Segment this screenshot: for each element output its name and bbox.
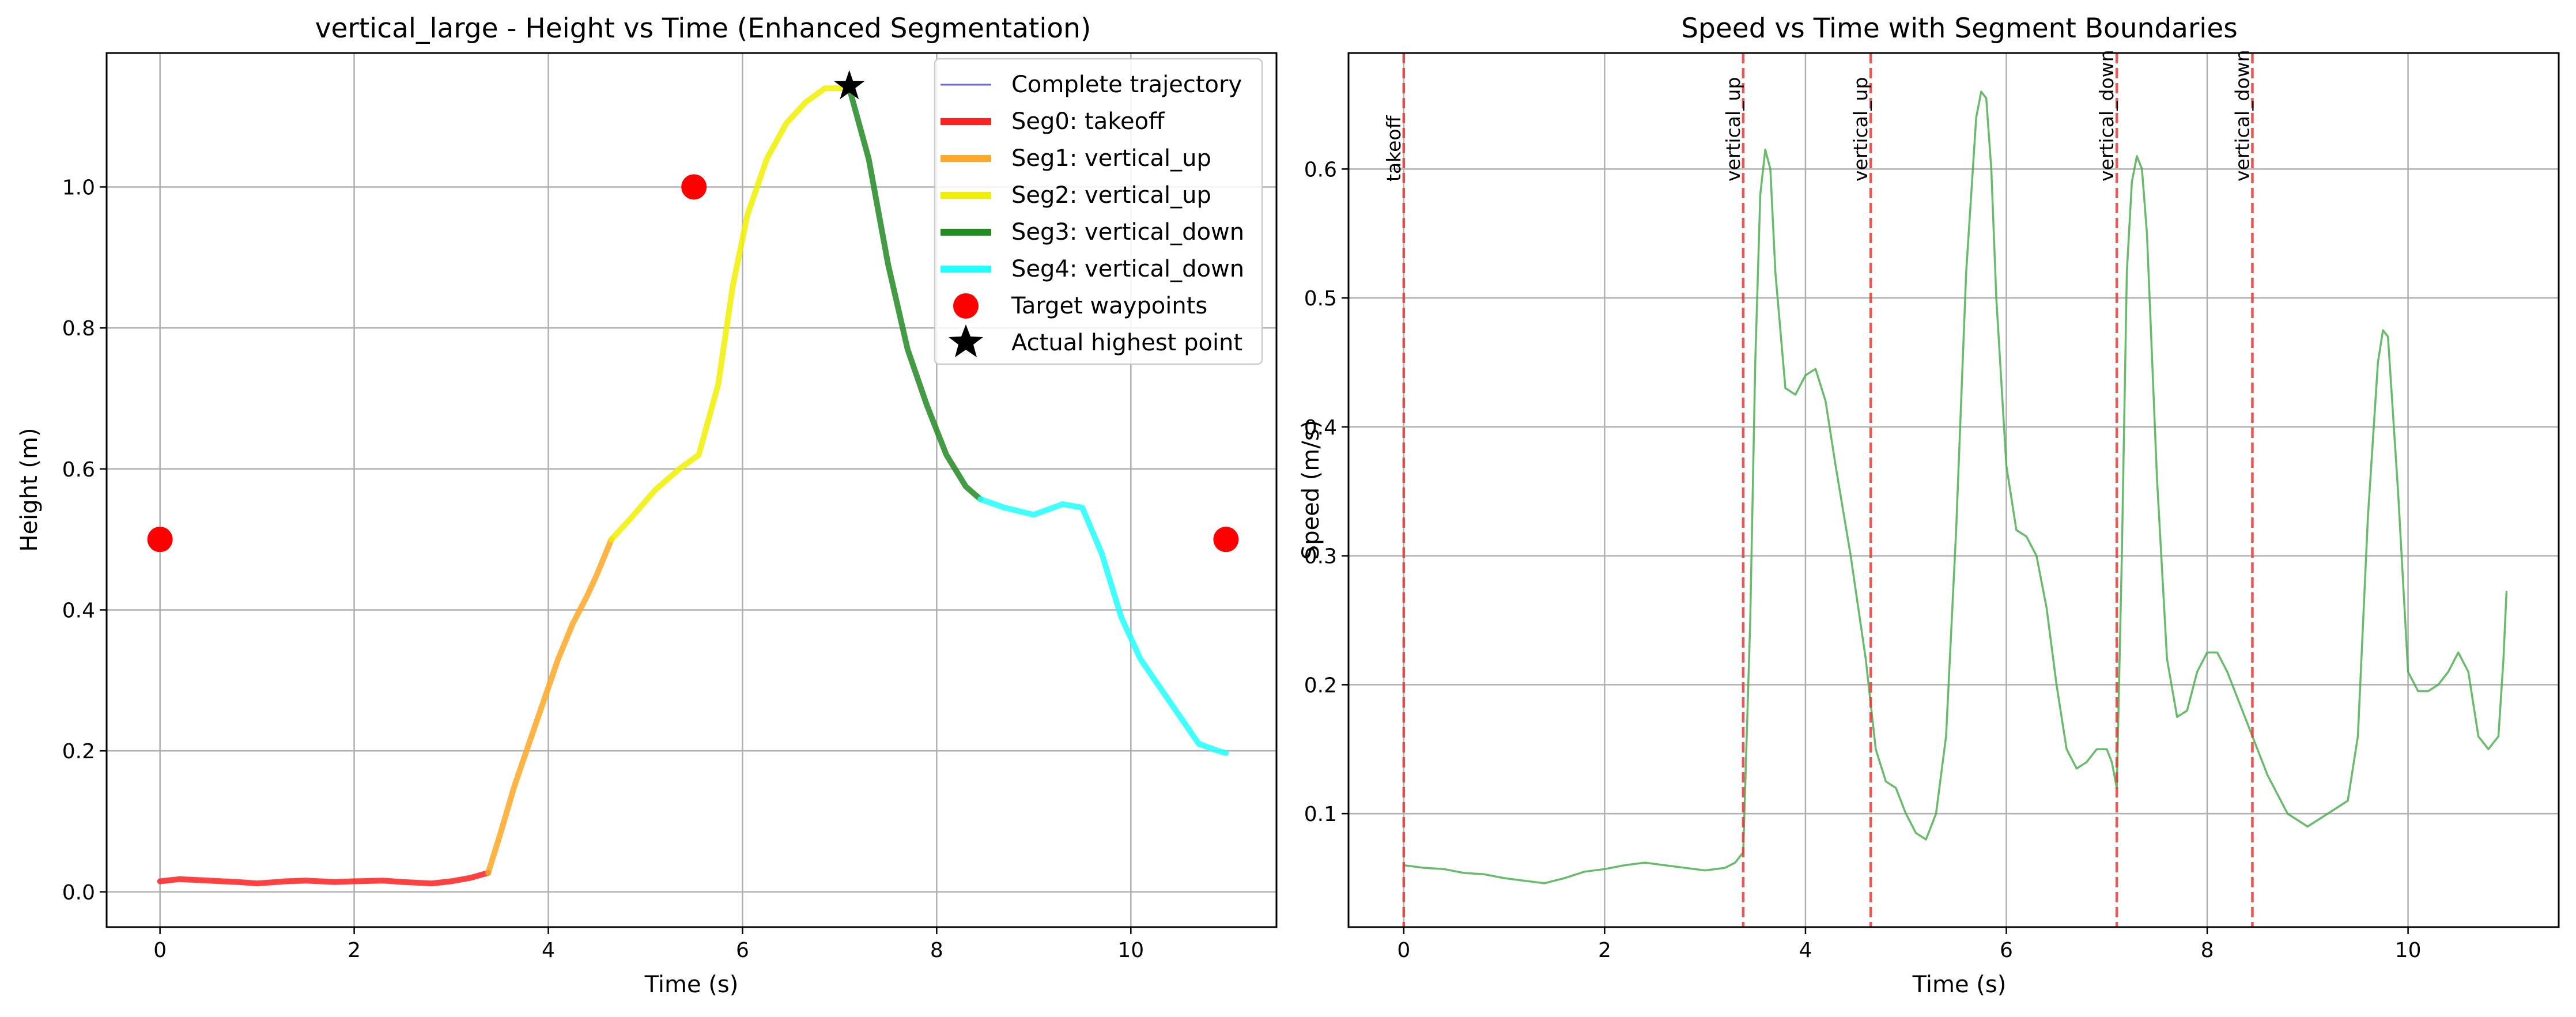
x-axis-label: Time (s) <box>644 971 739 998</box>
segment-line <box>977 496 1229 756</box>
y-tick-label: 0.2 <box>62 740 95 763</box>
speed-vs-time-panel: Speed vs Time with Segment Boundaries ta… <box>1298 13 2560 998</box>
x-tick-label: 6 <box>736 939 749 962</box>
segment-boundary-label: vertical_down <box>2095 50 2118 182</box>
legend-entry: Seg2: vertical_up <box>1011 182 1211 209</box>
legend-entry: Seg1: vertical_up <box>1011 145 1211 172</box>
target-waypoint-marker <box>147 527 173 553</box>
y-tick-label: 0.2 <box>1304 674 1337 697</box>
panel-title: Speed vs Time with Segment Boundaries <box>1681 13 2238 44</box>
legend-swatch-waypoint <box>953 293 979 319</box>
legend-frame <box>934 58 1263 365</box>
y-tick-label: 0.5 <box>1304 287 1337 311</box>
legend-entry: Seg4: vertical_down <box>1011 256 1244 282</box>
x-tick-label: 4 <box>542 939 555 962</box>
legend-swatch-star-icon <box>949 324 983 357</box>
y-axis-ticks: 0.1 0.2 0.3 0.4 0.5 0.6 <box>1304 158 1349 826</box>
height-vs-time-panel: vertical_large - Height vs Time (Enhance… <box>16 13 1278 998</box>
legend-entry: Actual highest point <box>1011 330 1242 356</box>
legend-entry: Complete trajectory <box>1011 71 1242 98</box>
segment-boundary-label: vertical_down <box>2231 50 2253 182</box>
segment-line <box>846 85 984 502</box>
legend-entry: Target waypoints <box>1011 293 1207 319</box>
x-tick-label: 0 <box>153 939 167 962</box>
segment-boundary-label: vertical_up <box>1722 77 1744 182</box>
panel-title: vertical_large - Height vs Time (Enhance… <box>315 13 1091 44</box>
highest-point-star-icon <box>834 70 865 100</box>
grid-lines <box>1349 53 2559 927</box>
segment-boundary-label: vertical_up <box>1849 77 1872 182</box>
target-waypoint-marker <box>1213 527 1239 553</box>
y-axis-ticks: 0.0 0.2 0.4 0.6 0.8 1.0 <box>62 176 107 905</box>
segment-line <box>609 85 852 543</box>
x-tick-label: 4 <box>1799 939 1812 962</box>
x-tick-label: 10 <box>2395 939 2422 962</box>
segment-boundary-label: takeoff <box>1383 115 1405 182</box>
x-tick-label: 0 <box>1397 939 1410 962</box>
y-tick-label: 0.6 <box>1304 158 1337 182</box>
legend-entry: Seg0: takeoff <box>1011 108 1165 135</box>
x-axis-ticks: 0 2 4 6 8 10 <box>1397 927 2421 962</box>
plot-area <box>147 70 1239 887</box>
x-tick-label: 6 <box>2000 939 2013 962</box>
x-axis-label: Time (s) <box>1912 971 2007 998</box>
legend: Complete trajectory Seg0: takeoff Seg1: … <box>934 58 1263 365</box>
plot-area <box>1403 90 2508 884</box>
speed-line <box>1403 90 2508 884</box>
axes-frame <box>105 52 1278 928</box>
segment-boundaries: takeoff vertical_up vertical_up vertical_do… <box>1383 50 2254 927</box>
y-tick-label: 0.1 <box>1304 803 1337 826</box>
y-tick-label: 1.0 <box>62 176 95 199</box>
legend-entry: Seg3: vertical_down <box>1011 219 1244 245</box>
x-tick-label: 8 <box>2201 939 2214 962</box>
y-axis-label: Height (m) <box>16 428 43 551</box>
axes-frame <box>1347 52 2560 928</box>
y-tick-label: 0.4 <box>1304 416 1337 440</box>
y-tick-label: 0.0 <box>62 881 95 905</box>
target-waypoint-marker <box>681 174 707 200</box>
segment-line <box>485 536 614 876</box>
y-tick-label: 0.3 <box>1304 545 1337 569</box>
x-axis-ticks: 0 2 4 6 8 10 <box>153 927 1144 962</box>
x-tick-label: 10 <box>1117 939 1144 962</box>
x-tick-label: 2 <box>348 939 361 962</box>
y-axis-label: Speed (m/s) <box>1298 420 1324 560</box>
segment-line <box>157 869 492 887</box>
x-tick-label: 8 <box>930 939 943 962</box>
y-tick-label: 0.8 <box>62 317 95 341</box>
x-tick-label: 2 <box>1598 939 1611 962</box>
y-tick-label: 0.6 <box>62 458 95 482</box>
y-tick-label: 0.4 <box>62 599 95 622</box>
